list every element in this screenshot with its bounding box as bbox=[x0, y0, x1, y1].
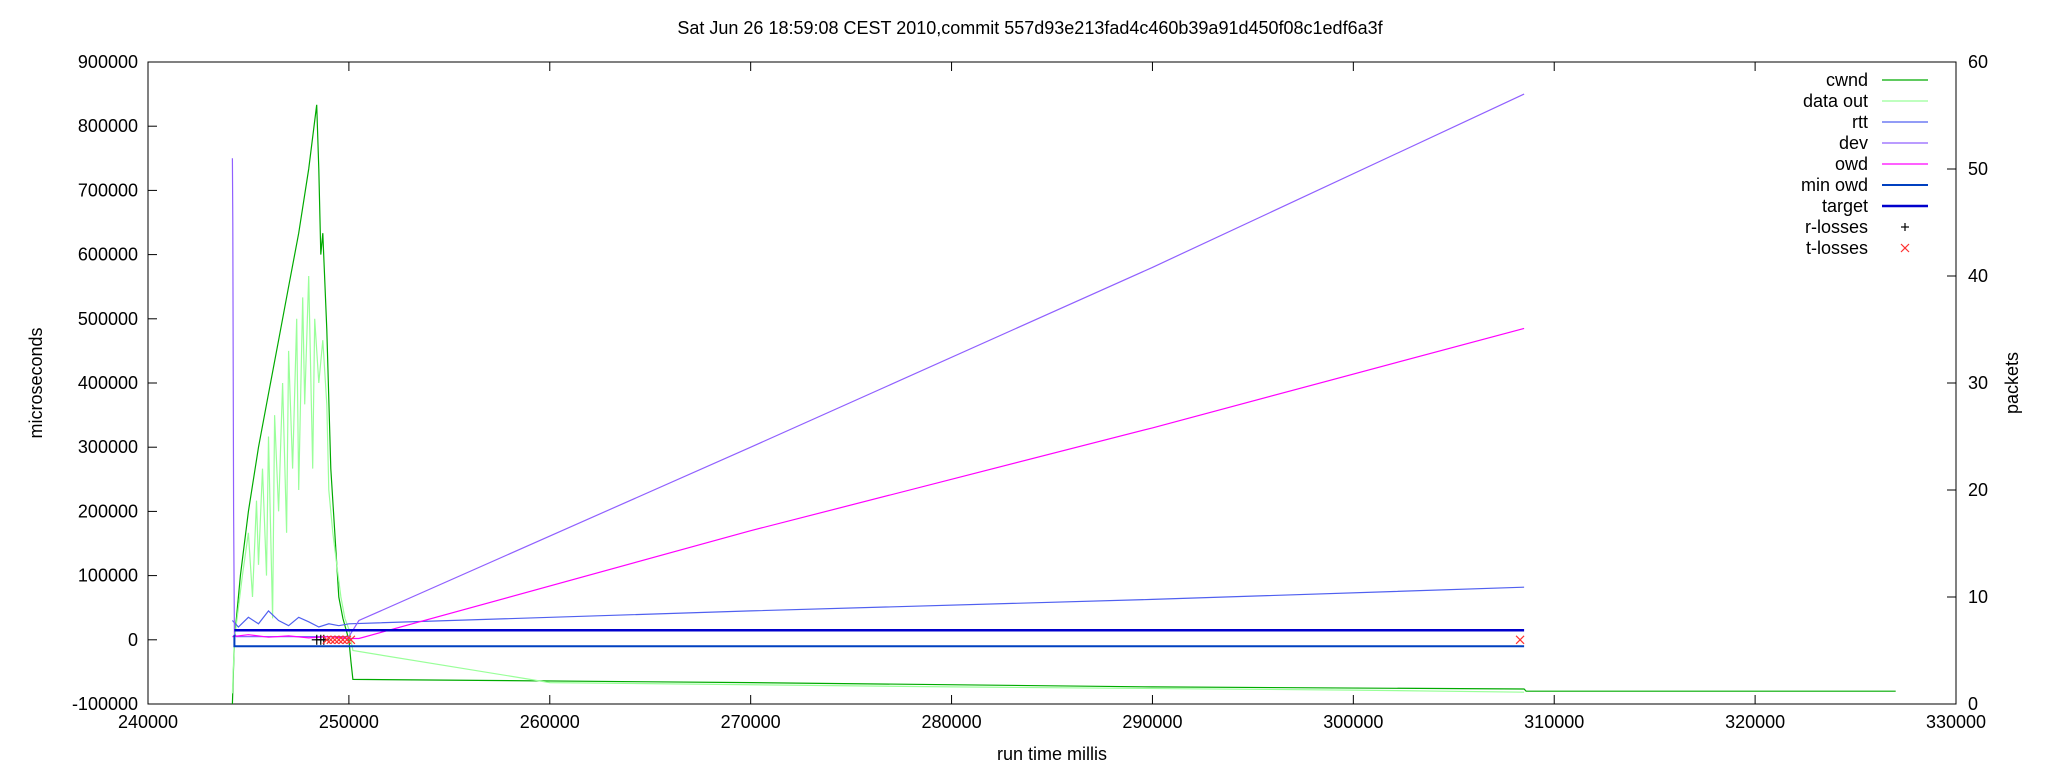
y-tick-label: 600000 bbox=[78, 245, 138, 265]
series-t-losses-point bbox=[334, 635, 344, 645]
y-tick-label: 400000 bbox=[78, 373, 138, 393]
series-cwnd-line bbox=[231, 104, 1896, 705]
y-axis-title: microseconds bbox=[26, 327, 46, 438]
legend-marker bbox=[1901, 223, 1909, 231]
legend-label: owd bbox=[1835, 154, 1868, 174]
axes-layer: 240000 250000 260000 270000 280000 290000 3000… bbox=[72, 52, 1988, 732]
legend-entry-rtt: rtt bbox=[1852, 112, 1928, 132]
chart-title: Sat Jun 26 18:59:08 CEST 2010,commit 557… bbox=[677, 18, 1383, 38]
x-tick-label: 270000 bbox=[721, 712, 781, 732]
y-tick-label: 700000 bbox=[78, 180, 138, 200]
series-rtt-line bbox=[231, 586, 1525, 628]
y2-tick-label: 10 bbox=[1968, 587, 1988, 607]
plot-frame bbox=[147, 61, 1957, 705]
x-tick-label: 290000 bbox=[1122, 712, 1182, 732]
series-min-owd-line bbox=[233, 634, 1525, 648]
legend-label: data out bbox=[1803, 91, 1868, 111]
y2-tick-label: 60 bbox=[1968, 52, 1988, 72]
plot-area bbox=[147, 61, 1957, 705]
legend-label: cwnd bbox=[1826, 70, 1868, 90]
legend-label: t-losses bbox=[1806, 238, 1868, 258]
legend-marker bbox=[1900, 243, 1910, 253]
y2-axis-title: packets bbox=[2002, 352, 2022, 414]
x-tick-label: 300000 bbox=[1323, 712, 1383, 732]
series-t-losses-point bbox=[1515, 635, 1525, 645]
series-t-losses-point bbox=[338, 635, 348, 645]
x-tick-label: 250000 bbox=[319, 712, 379, 732]
legend-label: min owd bbox=[1801, 175, 1868, 195]
y2-tick-label: 30 bbox=[1968, 373, 1988, 393]
y-tick-label: -100000 bbox=[72, 694, 138, 714]
y-tick-label: 0 bbox=[128, 630, 138, 650]
x-tick-label: 260000 bbox=[520, 712, 580, 732]
y-tick-label: 800000 bbox=[78, 116, 138, 136]
series-t-losses-point bbox=[342, 635, 352, 645]
legend-entry-dev: dev bbox=[1839, 133, 1928, 153]
legend-label: r-losses bbox=[1805, 217, 1868, 237]
y2-tick-label: 20 bbox=[1968, 480, 1988, 500]
legend-label: target bbox=[1822, 196, 1868, 216]
x-tick-label: 240000 bbox=[118, 712, 178, 732]
legend-label: dev bbox=[1839, 133, 1868, 153]
legend-entry-cwnd: cwnd bbox=[1826, 70, 1928, 90]
y2-tick-label: 40 bbox=[1968, 266, 1988, 286]
series-t-losses-point bbox=[322, 635, 332, 645]
y-tick-label: 100000 bbox=[78, 566, 138, 586]
legend-entry-owd: owd bbox=[1835, 154, 1928, 174]
y-tick-label: 500000 bbox=[78, 309, 138, 329]
x-tick-label: 330000 bbox=[1926, 712, 1986, 732]
x-tick-label: 320000 bbox=[1725, 712, 1785, 732]
series-owd-line bbox=[232, 327, 1525, 640]
legend-entry-data-out: data out bbox=[1803, 91, 1928, 111]
series-t-losses-point bbox=[346, 635, 356, 645]
x-tick-label: 310000 bbox=[1524, 712, 1584, 732]
x-tick-label: 280000 bbox=[922, 712, 982, 732]
y2-tick-label: 50 bbox=[1968, 159, 1988, 179]
series-layer bbox=[231, 93, 1896, 705]
series-t-losses-point bbox=[330, 635, 340, 645]
series-dev-line bbox=[231, 93, 1525, 638]
x-axis-title: run time millis bbox=[997, 744, 1107, 764]
legend-label: rtt bbox=[1852, 112, 1868, 132]
legend-entry-target: target bbox=[1822, 196, 1928, 216]
y-tick-label: 300000 bbox=[78, 437, 138, 457]
y-tick-label: 200000 bbox=[78, 501, 138, 521]
y-tick-label: 900000 bbox=[78, 52, 138, 72]
y2-tick-label: 0 bbox=[1968, 694, 1978, 714]
series-t-losses-point bbox=[326, 635, 336, 645]
series-data-out-line bbox=[231, 275, 1525, 694]
legend-entry-min-owd: min owd bbox=[1801, 175, 1928, 195]
legend-entry-t-losses: t-losses bbox=[1806, 238, 1910, 258]
legend-entry-r-losses: r-losses bbox=[1805, 217, 1909, 237]
